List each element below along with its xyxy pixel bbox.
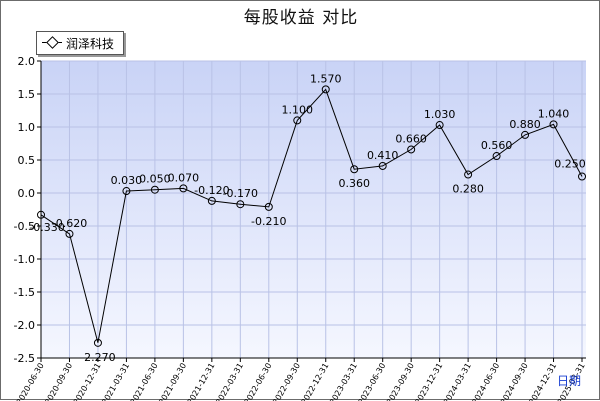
x-tick-label: 2021-06-30 bbox=[129, 362, 160, 401]
data-value-label: -0.210 bbox=[251, 215, 286, 228]
data-value-label: 1.100 bbox=[282, 103, 314, 116]
x-tick-label: 2024-09-30 bbox=[499, 362, 530, 401]
x-tick-label: 2022-03-31 bbox=[214, 362, 245, 401]
x-tick-label: 2021-03-31 bbox=[100, 362, 131, 401]
x-tick-label: 2023-03-31 bbox=[328, 362, 359, 401]
x-tick-label: 2023-12-31 bbox=[413, 362, 444, 401]
x-axis-ticks: 2020-06-302020-09-302020-12-312021-03-31… bbox=[15, 358, 587, 401]
x-tick-label: 2024-03-31 bbox=[442, 362, 473, 401]
data-value-label: 1.040 bbox=[538, 107, 570, 120]
x-tick-label: 2022-12-31 bbox=[299, 362, 330, 401]
y-tick-label: 1.0 bbox=[18, 121, 36, 134]
data-value-label: 0.250 bbox=[554, 158, 586, 171]
legend-series-name: 润泽科技 bbox=[66, 35, 114, 52]
y-tick-label: -1.0 bbox=[14, 253, 35, 266]
x-axis-unit-label: 日期 bbox=[557, 374, 581, 388]
data-value-label: 0.560 bbox=[481, 139, 513, 152]
x-tick-label: 2021-12-31 bbox=[186, 362, 217, 401]
legend: 润泽科技 bbox=[36, 31, 124, 55]
y-tick-label: 2.0 bbox=[18, 55, 36, 68]
data-value-label: 0.070 bbox=[168, 171, 200, 184]
x-tick-label: 2022-09-30 bbox=[271, 362, 302, 401]
y-tick-label: 0.5 bbox=[18, 154, 36, 167]
data-value-label: -0.620 bbox=[52, 217, 87, 230]
data-value-label: 1.570 bbox=[310, 72, 342, 85]
data-value-label: 0.660 bbox=[395, 132, 427, 145]
x-tick-label: 2021-09-30 bbox=[157, 362, 188, 401]
y-tick-label: -2.0 bbox=[14, 319, 35, 332]
legend-line-marker-icon bbox=[42, 42, 62, 43]
x-tick-label: 2020-06-30 bbox=[15, 362, 46, 401]
data-value-label: 0.050 bbox=[139, 173, 171, 186]
y-tick-label: -1.5 bbox=[14, 286, 35, 299]
y-tick-label: -2.5 bbox=[14, 352, 35, 365]
data-value-label: -0.170 bbox=[223, 187, 258, 200]
x-tick-label: 2024-12-31 bbox=[527, 362, 558, 401]
x-tick-label: 2022-06-30 bbox=[242, 362, 273, 401]
data-value-label: 0.880 bbox=[509, 118, 541, 131]
data-value-label: 0.410 bbox=[367, 149, 399, 162]
x-tick-label: 2023-06-30 bbox=[356, 362, 387, 401]
x-tick-label: 2024-06-30 bbox=[470, 362, 501, 401]
data-value-label: -2.270 bbox=[80, 351, 115, 364]
x-tick-label: 2020-12-31 bbox=[72, 362, 103, 401]
data-value-label: 0.280 bbox=[452, 183, 484, 196]
y-tick-label: 0.0 bbox=[18, 187, 36, 200]
y-axis-ticks: 2.01.51.00.50.0-0.5-1.0-1.5-2.0-2.5 bbox=[14, 55, 41, 365]
y-tick-label: 1.5 bbox=[18, 88, 36, 101]
data-value-label: 0.030 bbox=[111, 174, 143, 187]
x-tick-label: 2020-09-30 bbox=[43, 362, 74, 401]
data-value-label: 1.030 bbox=[424, 108, 456, 121]
data-value-label: 0.360 bbox=[338, 177, 370, 190]
x-tick-label: 2023-09-30 bbox=[385, 362, 416, 401]
